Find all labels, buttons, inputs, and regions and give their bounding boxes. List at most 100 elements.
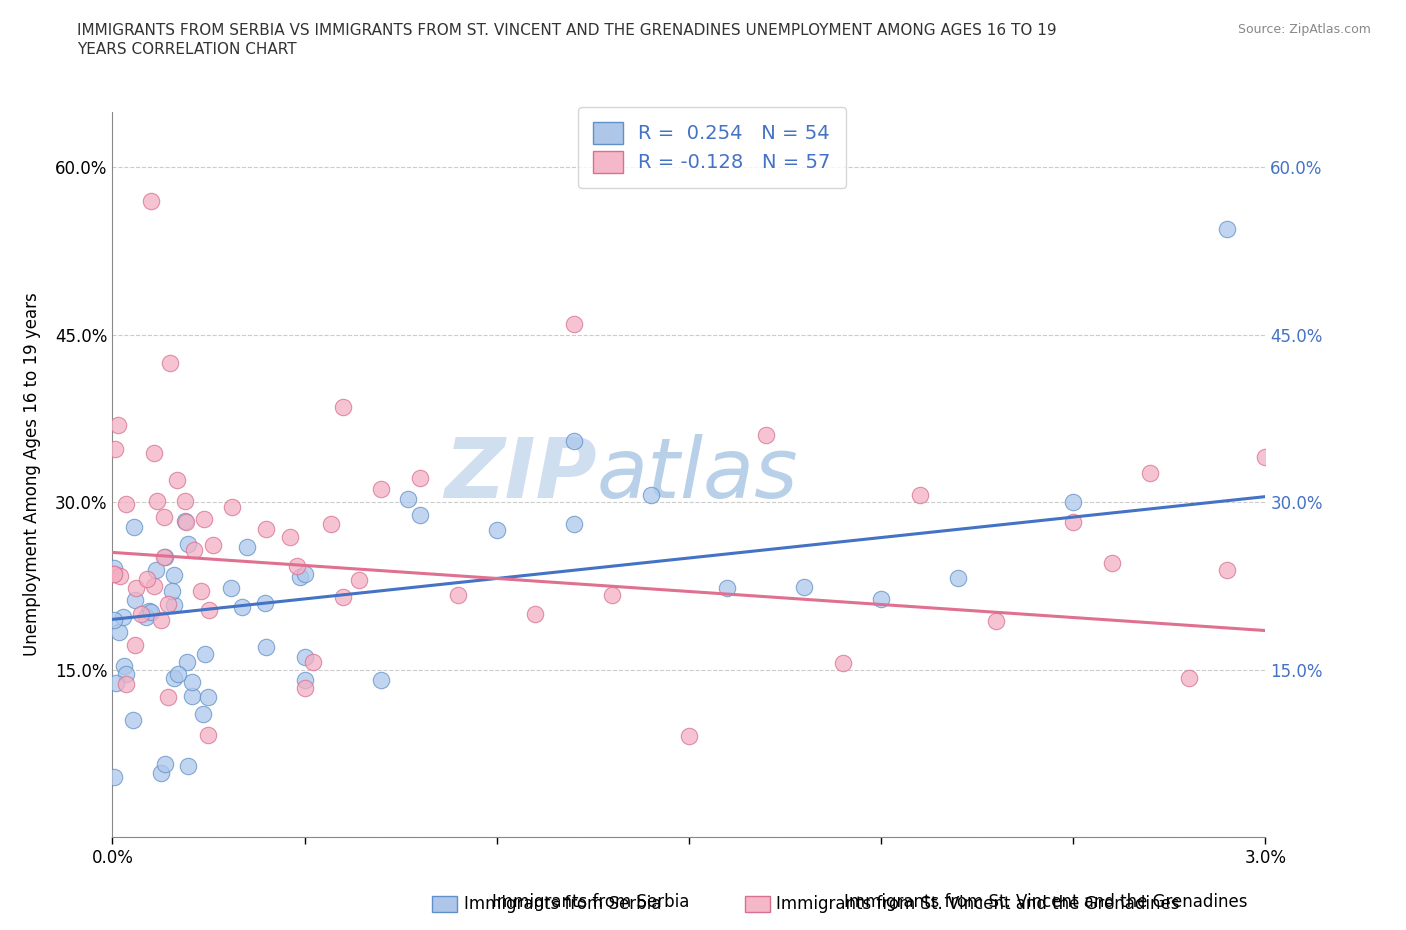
Point xyxy=(294,649,316,664)
Point xyxy=(409,471,432,485)
Point xyxy=(716,580,738,595)
Point xyxy=(131,606,153,621)
Point xyxy=(153,550,176,565)
Point xyxy=(562,433,585,448)
Point xyxy=(162,597,184,612)
Point xyxy=(447,588,470,603)
FancyBboxPatch shape xyxy=(745,896,770,912)
Point xyxy=(197,727,219,742)
Text: Immigrants from St. Vincent and the Grenadines: Immigrants from St. Vincent and the Gren… xyxy=(844,893,1247,911)
Point xyxy=(103,566,125,581)
Point xyxy=(793,580,815,595)
Point xyxy=(986,614,1008,629)
Point xyxy=(177,537,200,551)
Point xyxy=(370,672,392,687)
Point xyxy=(562,316,585,331)
Point xyxy=(110,569,132,584)
Point xyxy=(124,638,146,653)
Point xyxy=(1254,449,1277,464)
Point xyxy=(124,593,146,608)
Point xyxy=(152,510,174,525)
Point xyxy=(149,765,172,780)
Text: IMMIGRANTS FROM SERBIA VS IMMIGRANTS FROM ST. VINCENT AND THE GRENADINES UNEMPLO: IMMIGRANTS FROM SERBIA VS IMMIGRANTS FRO… xyxy=(77,23,1057,38)
Point xyxy=(135,609,157,624)
Point xyxy=(103,566,125,581)
Point xyxy=(194,646,217,661)
Point xyxy=(138,604,160,618)
Point xyxy=(1062,514,1084,529)
Point xyxy=(141,604,163,619)
Point xyxy=(160,583,183,598)
Point xyxy=(124,520,146,535)
Point xyxy=(1216,562,1239,577)
Y-axis label: Unemployment Among Ages 16 to 19 years: Unemployment Among Ages 16 to 19 years xyxy=(24,292,41,657)
Point xyxy=(231,600,253,615)
Point xyxy=(112,658,135,673)
Point xyxy=(159,355,181,370)
FancyBboxPatch shape xyxy=(432,896,457,912)
Point xyxy=(174,514,197,529)
Point xyxy=(191,706,214,721)
Point xyxy=(103,613,125,628)
Point xyxy=(254,522,277,537)
Text: Immigrants from Serbia: Immigrants from Serbia xyxy=(464,895,661,913)
Point xyxy=(176,758,198,773)
Text: Immigrants from St. Vincent and the Grenadines: Immigrants from St. Vincent and the Gren… xyxy=(776,895,1180,913)
Point xyxy=(153,757,176,772)
Point xyxy=(332,590,354,604)
Point xyxy=(755,428,778,443)
Point xyxy=(103,770,125,785)
Point xyxy=(600,588,623,603)
Point xyxy=(254,595,277,610)
Point xyxy=(236,539,259,554)
Point xyxy=(485,523,508,538)
Point xyxy=(1177,671,1199,685)
Point xyxy=(114,677,136,692)
Point xyxy=(146,493,169,508)
Point xyxy=(139,193,162,208)
Point xyxy=(183,542,205,557)
Point xyxy=(145,563,167,578)
Point xyxy=(190,583,212,598)
Point xyxy=(163,671,186,685)
Point xyxy=(831,655,853,670)
Legend: R =  0.254   N = 54, R = -0.128   N = 57: R = 0.254 N = 54, R = -0.128 N = 57 xyxy=(578,107,846,188)
Point xyxy=(181,688,204,703)
Point xyxy=(156,596,179,611)
Point xyxy=(180,674,202,689)
Point xyxy=(278,529,301,544)
Point xyxy=(870,591,893,606)
Point xyxy=(946,570,969,585)
Point xyxy=(122,713,145,728)
Point xyxy=(319,516,342,531)
Point xyxy=(166,667,188,682)
Point xyxy=(114,666,136,681)
Point xyxy=(349,573,371,588)
Point xyxy=(142,445,165,460)
Point xyxy=(157,689,180,704)
Point xyxy=(174,494,197,509)
Point xyxy=(115,497,138,512)
Point xyxy=(1062,495,1084,510)
Point xyxy=(221,500,243,515)
Point xyxy=(562,517,585,532)
Point xyxy=(198,603,221,618)
Point xyxy=(396,492,419,507)
Point xyxy=(149,613,172,628)
Point xyxy=(908,487,931,502)
Point xyxy=(285,559,308,574)
Point xyxy=(409,507,432,522)
Point xyxy=(302,654,325,669)
Point xyxy=(174,513,197,528)
Point xyxy=(640,487,662,502)
Point xyxy=(524,606,547,621)
Point xyxy=(254,639,277,654)
Point xyxy=(1139,465,1161,480)
Point xyxy=(294,673,316,688)
Point xyxy=(294,680,316,695)
Point xyxy=(193,512,215,526)
Text: Immigrants from Serbia: Immigrants from Serbia xyxy=(492,893,689,911)
Point xyxy=(103,561,125,576)
Point xyxy=(107,418,129,432)
Point xyxy=(197,689,219,704)
